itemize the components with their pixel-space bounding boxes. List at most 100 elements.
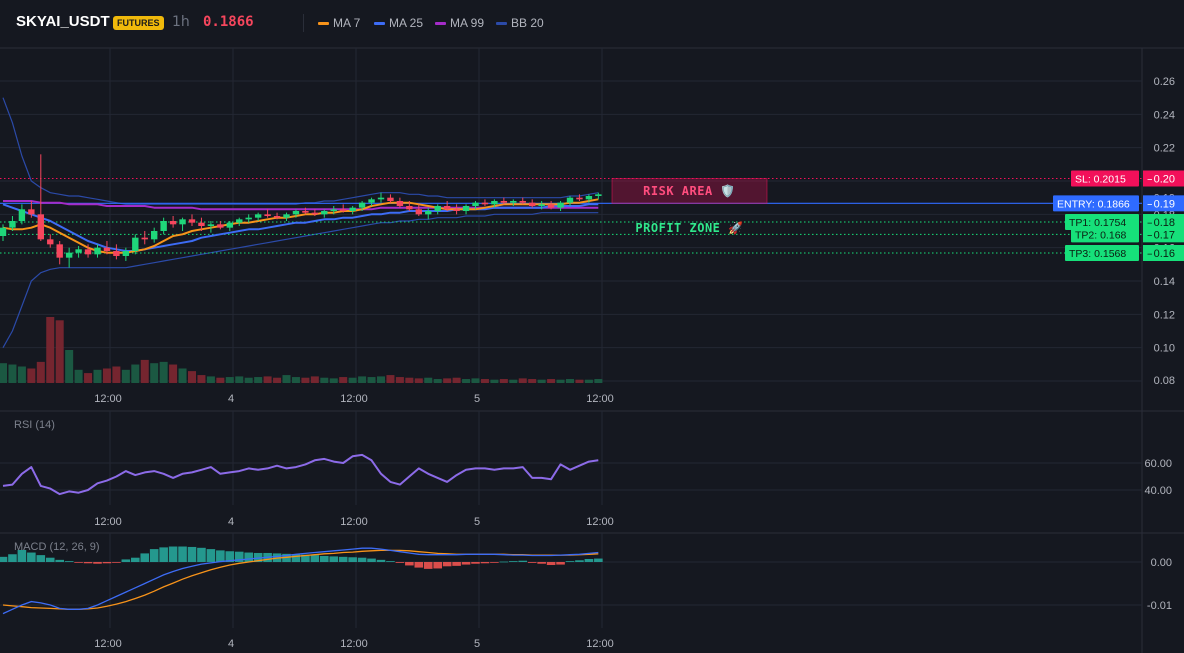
volume-bar — [329, 378, 338, 383]
legend-ma7-swatch — [318, 22, 329, 26]
price-tick-label: 0.08 — [1154, 375, 1175, 387]
macd-histogram-bar — [83, 562, 93, 564]
candle-body — [387, 197, 394, 201]
macd-histogram-bar — [149, 549, 159, 562]
volume-bar — [480, 379, 489, 383]
macd-histogram-bar — [74, 562, 83, 563]
volume-bar — [509, 379, 518, 383]
candle-body — [84, 249, 92, 255]
macd-histogram-bar — [461, 562, 471, 565]
volume-bar — [27, 368, 36, 383]
volume-bar — [556, 379, 565, 383]
level-axis-box — [1143, 226, 1184, 243]
candle — [47, 234, 54, 248]
macd-histogram-bar — [102, 562, 112, 564]
candle — [453, 204, 460, 215]
volume-bar — [263, 376, 272, 383]
candle — [283, 212, 290, 221]
candle-body — [443, 206, 451, 210]
macd-title: MACD (12, 26, 9) — [14, 541, 100, 553]
candle — [519, 197, 526, 205]
level-tag-bg — [1065, 245, 1139, 261]
macd-histogram-bar — [131, 557, 140, 562]
candle — [443, 201, 451, 211]
macd-histogram-bar — [518, 560, 528, 562]
candle — [396, 197, 404, 208]
candle-body — [434, 206, 441, 211]
volume-bar — [386, 375, 395, 383]
volume-bar — [235, 376, 244, 383]
candle-body — [245, 217, 252, 220]
macd-histogram-bar — [594, 558, 603, 562]
price-tick-label: 0.14 — [1154, 276, 1175, 288]
macd-histogram-bar — [584, 558, 594, 562]
volume-bar — [499, 379, 508, 383]
time-axis-label: 12:00 — [340, 638, 368, 650]
candle-body — [28, 209, 35, 215]
volume-bar — [131, 364, 140, 383]
legend-ma7[interactable]: MA 7 — [318, 16, 360, 30]
candle-body — [566, 197, 574, 203]
ma25-line — [2, 203, 599, 252]
pane-bg-0 — [0, 48, 1142, 383]
candle — [169, 216, 177, 228]
volume-bar — [65, 350, 74, 383]
volume-bar — [528, 379, 537, 383]
macd-histogram-bar — [338, 556, 348, 562]
candle — [491, 199, 498, 208]
volume-bar — [547, 379, 556, 383]
risk-area-label: RISK AREA 🛡️ — [643, 184, 736, 198]
volume-bar — [566, 379, 574, 383]
level-tag-bg — [1053, 195, 1139, 212]
volume-bar — [358, 376, 367, 383]
legend-bb20-swatch — [496, 22, 507, 26]
candle — [462, 204, 470, 215]
symbol-name[interactable]: SKYAI_USDT — [16, 13, 110, 30]
candle-body — [273, 216, 281, 218]
time-axis-label: 4 — [228, 393, 234, 405]
volume-bar — [197, 375, 206, 383]
candle — [160, 217, 167, 235]
candle — [538, 201, 545, 210]
candle — [368, 197, 375, 206]
volume-bar — [112, 366, 121, 383]
candle — [9, 216, 16, 231]
candle-body — [198, 222, 205, 226]
candle-body — [236, 219, 243, 223]
legend-ma7-label: MA 7 — [333, 16, 361, 30]
risk-area-zone — [611, 178, 768, 204]
header-divider — [303, 14, 304, 32]
macd-histogram-bar — [442, 562, 452, 567]
legend-ma25[interactable]: MA 25 — [374, 16, 423, 30]
candle — [122, 247, 130, 261]
candle-body — [377, 197, 385, 200]
volume-bar — [17, 366, 26, 383]
volume-bar — [178, 368, 187, 383]
legend-ma99[interactable]: MA 99 — [435, 16, 484, 30]
level-axis-dash: – — [1147, 173, 1153, 186]
candle — [387, 194, 394, 203]
price-tick-label: 0.12 — [1154, 309, 1175, 321]
candle — [113, 244, 120, 260]
macd-histogram-bar — [348, 557, 357, 562]
volume-bar — [84, 373, 93, 383]
candle-body — [122, 251, 130, 256]
rsi-title: RSI (14) — [14, 419, 55, 431]
candle — [406, 201, 413, 211]
macd-histogram-bar — [216, 550, 225, 562]
candle-body — [47, 239, 54, 245]
timeframe-label[interactable]: 1h — [172, 14, 190, 30]
candle — [264, 209, 271, 218]
legend-bb20[interactable]: BB 20 — [496, 16, 544, 30]
volume-bar — [121, 369, 130, 383]
macd-histogram-bar — [0, 556, 8, 562]
macd-histogram-bar — [197, 547, 206, 562]
candle — [292, 209, 300, 218]
macd-histogram-bar — [480, 562, 490, 564]
price-tick-label: 0.26 — [1154, 76, 1175, 88]
candle-body — [9, 221, 16, 228]
candle-body — [113, 251, 120, 256]
candle — [37, 154, 44, 241]
